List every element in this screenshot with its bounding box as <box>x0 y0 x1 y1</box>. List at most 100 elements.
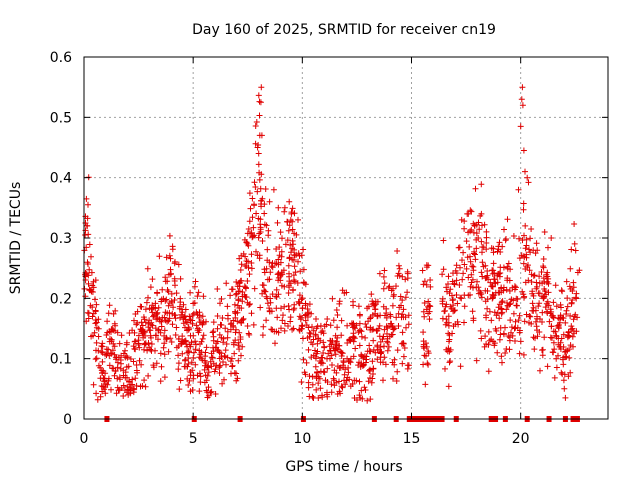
data-point-marker <box>82 232 89 238</box>
data-point-marker <box>200 319 207 325</box>
data-point-marker <box>182 306 189 313</box>
data-point-marker <box>485 276 492 283</box>
data-point-marker <box>275 256 282 263</box>
data-point-marker <box>172 315 179 322</box>
data-point-marker <box>173 324 180 331</box>
data-point-marker <box>258 197 265 204</box>
data-point-marker <box>515 186 522 193</box>
data-point-marker <box>509 332 516 339</box>
data-point-marker <box>280 267 287 274</box>
data-point-marker <box>453 262 460 269</box>
data-point-marker <box>197 351 204 358</box>
data-point-marker <box>451 280 458 287</box>
data-point-marker <box>399 297 406 304</box>
data-point-marker <box>567 286 574 292</box>
data-point-marker <box>399 360 406 367</box>
data-point-marker <box>85 280 92 287</box>
data-point-marker <box>421 278 428 285</box>
data-point-marker <box>445 322 452 329</box>
data-point-marker <box>478 210 485 217</box>
data-point-marker <box>248 260 255 266</box>
data-point-marker <box>192 338 199 345</box>
data-point-marker <box>261 210 268 217</box>
data-point-marker <box>498 353 505 360</box>
data-point-marker <box>535 303 542 310</box>
data-point-marker <box>404 289 411 296</box>
data-point-marker <box>84 215 91 222</box>
data-point-marker <box>299 305 306 312</box>
data-point-marker <box>289 205 296 212</box>
data-point-marker <box>165 348 172 355</box>
data-point-marker <box>480 244 487 251</box>
data-point-marker <box>473 230 480 237</box>
data-point-marker <box>302 302 309 309</box>
data-point-marker <box>142 383 149 390</box>
data-point-marker <box>560 377 567 384</box>
data-point-marker <box>257 99 264 106</box>
data-point-marker <box>189 387 196 393</box>
data-point-marker <box>298 314 305 321</box>
data-point-marker <box>315 380 322 387</box>
data-point-marker <box>536 280 543 287</box>
data-point-marker <box>330 375 337 382</box>
data-point-marker <box>394 248 401 254</box>
data-point-marker <box>362 321 369 327</box>
data-point-marker <box>168 290 175 297</box>
data-point-marker <box>547 334 554 341</box>
data-point-marker <box>376 322 383 329</box>
data-point-marker <box>332 351 339 358</box>
data-point-marker <box>548 235 555 241</box>
data-point-marker <box>141 316 148 323</box>
data-point-marker <box>285 303 292 309</box>
y-tick-label: 0.4 <box>50 171 72 187</box>
data-point-marker <box>494 349 501 356</box>
data-point-marker <box>470 263 477 270</box>
data-point-marker <box>260 323 267 330</box>
data-point-marker <box>136 357 143 364</box>
data-point-marker <box>240 315 247 322</box>
data-point-marker <box>445 313 452 320</box>
data-point-marker <box>355 303 362 310</box>
data-point-marker <box>163 296 170 303</box>
data-point-marker <box>468 208 475 215</box>
data-point-marker <box>229 286 236 293</box>
data-point-marker <box>149 322 156 329</box>
data-point-marker <box>569 325 576 332</box>
data-point-marker <box>395 323 402 329</box>
data-point-marker <box>467 207 474 214</box>
data-point-marker <box>291 252 298 258</box>
data-point-marker <box>306 329 313 336</box>
data-point-marker <box>341 290 348 297</box>
data-point-marker <box>319 392 325 399</box>
data-point-marker <box>153 332 160 339</box>
data-point-marker <box>488 283 495 290</box>
data-point-marker <box>442 365 448 372</box>
data-point-marker <box>498 299 505 306</box>
data-point-marker <box>240 250 247 257</box>
data-point-marker <box>528 226 535 232</box>
data-point-marker <box>556 319 563 326</box>
data-point-marker <box>232 337 239 344</box>
data-point-marker <box>93 301 100 308</box>
data-point-marker <box>542 304 549 311</box>
data-point-marker <box>245 330 252 337</box>
data-point-marker <box>158 323 165 330</box>
data-point-marker <box>309 323 315 330</box>
data-point-marker <box>525 262 531 269</box>
data-point-marker <box>374 313 381 320</box>
data-point-marker <box>482 333 489 340</box>
data-point-marker <box>112 328 118 334</box>
data-point-marker <box>197 341 203 347</box>
data-point-marker <box>235 342 242 349</box>
data-point-marker <box>278 325 284 332</box>
data-point-marker <box>93 390 100 397</box>
data-point-marker <box>399 273 406 280</box>
data-point-marker <box>525 277 532 284</box>
data-point-marker <box>243 285 249 292</box>
data-point-marker <box>93 339 100 346</box>
data-point-marker <box>245 226 252 232</box>
data-point-marker <box>370 326 377 333</box>
data-point-marker <box>510 233 517 239</box>
data-point-marker <box>574 269 581 276</box>
data-point-marker <box>247 205 254 212</box>
